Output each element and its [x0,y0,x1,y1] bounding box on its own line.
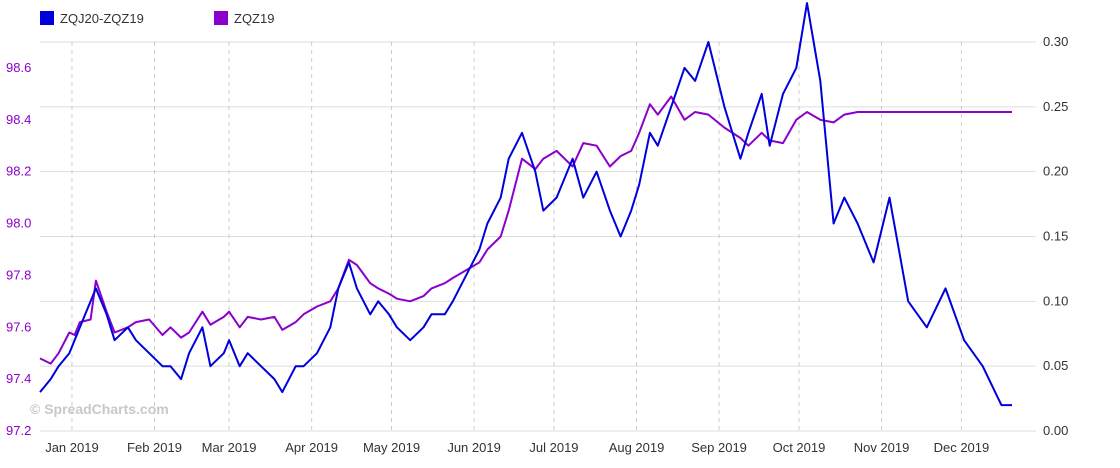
left-axis-tick-label: 97.2 [6,423,31,438]
legend-label-outright: ZQZ19 [234,11,274,26]
right-axis-tick-label: 0.15 [1043,229,1068,244]
right-axis-tick-label: 0.20 [1043,164,1068,179]
legend: ZQJ20-ZQZ19 ZQZ19 [40,11,274,26]
legend-item-spread[interactable]: ZQJ20-ZQZ19 [40,11,144,26]
x-axis-tick-label: Aug 2019 [609,440,665,455]
x-axis-tick-label: Jun 2019 [447,440,501,455]
left-axis-tick-label: 97.6 [6,319,31,334]
right-axis-tick-label: 0.30 [1043,34,1068,49]
left-axis-tick-label: 98.6 [6,60,31,75]
x-axis-tick-label: Oct 2019 [773,440,826,455]
x-axis-ticks: Jan 2019 Feb 2019 Mar 2019 Apr 2019 May 2019… [45,440,989,455]
x-axis-tick-label: Feb 2019 [127,440,182,455]
x-axis-tick-label: May 2019 [363,440,420,455]
x-axis-tick-label: Jan 2019 [45,440,99,455]
series-line-spread[interactable] [39,2,1012,407]
right-axis-tick-label: 0.05 [1043,358,1068,373]
watermark: © SpreadCharts.com [30,401,169,417]
legend-swatch-spread [40,11,54,25]
x-axis-tick-label: Sep 2019 [691,440,747,455]
left-axis-tick-label: 98.0 [6,216,31,231]
legend-label-spread: ZQJ20-ZQZ19 [60,11,144,26]
right-axis-tick-label: 0.00 [1043,423,1068,438]
x-axis-tick-label: Mar 2019 [202,440,257,455]
right-axis-tick-label: 0.25 [1043,99,1068,114]
x-axis-tick-label: Jul 2019 [529,440,578,455]
legend-item-outright[interactable]: ZQZ19 [214,11,274,26]
grid-lines [40,41,1036,432]
x-axis-tick-label: Dec 2019 [934,440,990,455]
series-line-outright[interactable] [39,95,1012,365]
left-axis-tick-label: 97.4 [6,371,31,386]
left-axis-tick-label: 98.2 [6,164,31,179]
legend-swatch-outright [214,11,228,25]
left-axis-ticks: 97.2 97.4 97.6 97.8 98.0 98.2 98.4 98.6 [6,60,31,438]
left-axis-tick-label: 97.8 [6,267,31,282]
right-axis-ticks: 0.00 0.05 0.10 0.15 0.20 0.25 0.30 [1043,34,1068,438]
left-axis-tick-label: 98.4 [6,112,31,127]
right-axis-tick-label: 0.10 [1043,293,1068,308]
x-axis-tick-label: Apr 2019 [285,440,338,455]
x-axis-tick-label: Nov 2019 [854,440,910,455]
series-lines [39,2,1012,407]
